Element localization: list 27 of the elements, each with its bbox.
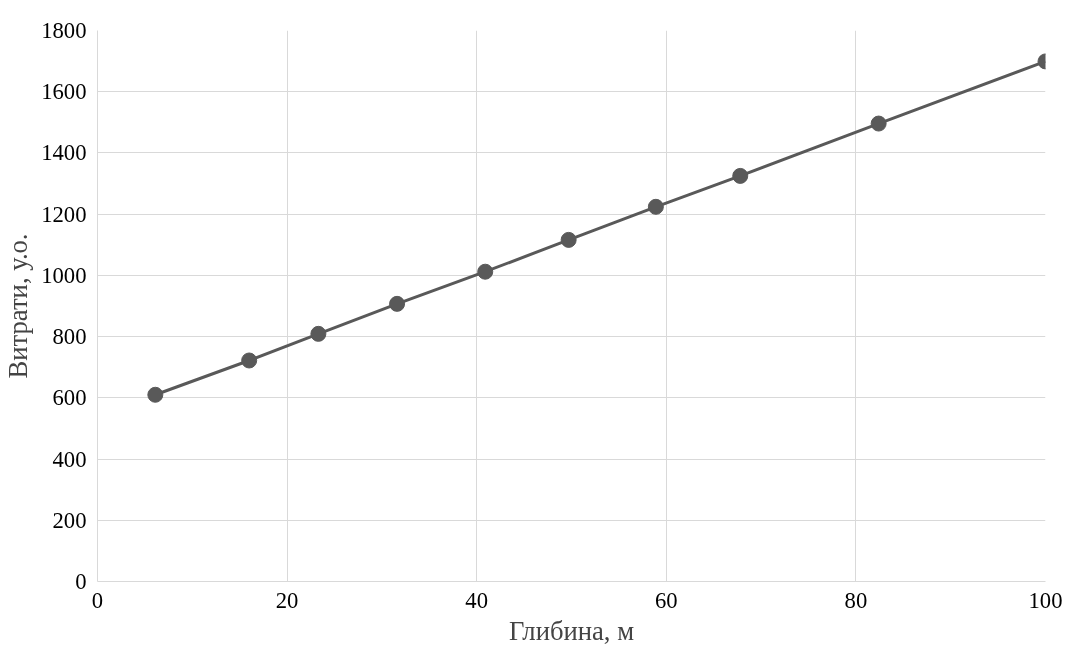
point (732, 167, 749, 184)
y-tick-label: 600 (52, 385, 87, 411)
y-axis-title: Витрати, у.о. (3, 233, 34, 379)
x-tick-label: 20 (275, 587, 299, 613)
y-tick-label: 200 (52, 507, 87, 533)
point (647, 198, 664, 215)
point (310, 325, 327, 342)
y-tick-label: 400 (52, 446, 87, 472)
y-tick-label: 1200 (41, 201, 87, 227)
point (560, 231, 577, 248)
point (241, 352, 258, 369)
y-tick-label: 0 (75, 569, 87, 594)
y-tick-label: 800 (52, 324, 87, 350)
y-tick-label: 1000 (41, 262, 87, 288)
y-tick-label: 1600 (41, 79, 87, 105)
x-axis-title: Глибина, м (508, 615, 635, 646)
x-tick-label: 100 (1028, 587, 1063, 613)
y-tick-label: 1400 (41, 140, 87, 166)
y-tick-label: 1800 (41, 18, 87, 43)
point (870, 115, 887, 132)
x-tick-label: 80 (844, 587, 868, 613)
point (147, 386, 164, 403)
x-tick-label: 40 (465, 587, 489, 613)
x-tick-label: 60 (654, 587, 678, 613)
x-tick-label: 0 (91, 587, 104, 613)
point (389, 295, 406, 312)
point (477, 263, 494, 280)
